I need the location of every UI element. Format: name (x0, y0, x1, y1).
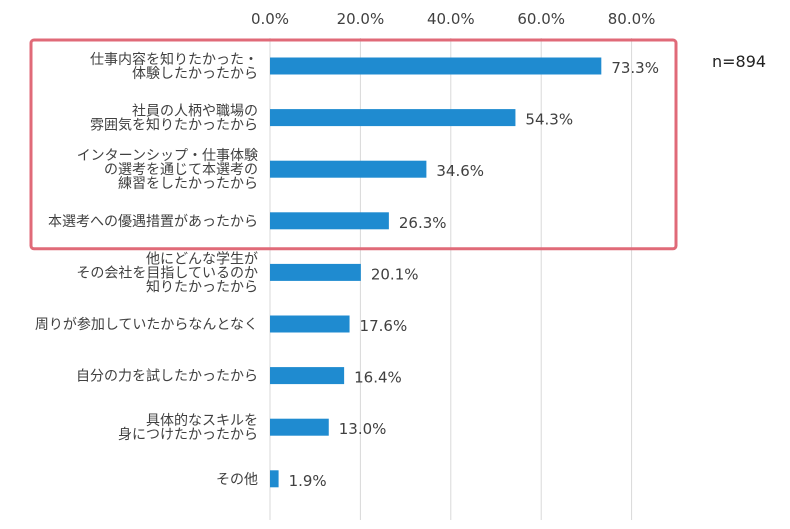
value-label: 17.6% (360, 317, 408, 335)
value-label: 34.6% (436, 162, 484, 180)
category-label: 社員の人柄や職場の雰囲気を知りたかったから (90, 104, 258, 134)
x-tick-label: 20.0% (337, 10, 385, 28)
value-labels: 73.3% 54.3% 34.6% 26.3% 20.1% 17.6% 16.4% 13.0%… (289, 59, 659, 490)
bar (270, 160, 427, 178)
bars (270, 57, 602, 488)
value-label: 54.3% (525, 111, 573, 129)
value-label: 16.4% (354, 369, 402, 387)
value-label: 13.0% (339, 420, 387, 438)
x-axis-tick-labels: 0.0% 20.0% 40.0% 60.0% 80.0% (251, 10, 655, 28)
category-labels: 仕事内容を知りたかった・体験したかったから社員の人柄や職場の雰囲気を知りたかった… (35, 51, 258, 488)
category-label: 自分の力を試したかったから (76, 369, 258, 385)
category-label: 他にどんな学生がその会社を目指しているのか知りたかったから (76, 251, 258, 295)
x-tick-label: 40.0% (427, 10, 475, 28)
category-label: 具体的なスキルを身につけたかったから (118, 413, 258, 443)
category-label: 周りが参加していたからなんとなく (35, 316, 258, 333)
category-label: その他 (216, 472, 258, 488)
bar (270, 109, 516, 127)
bar (270, 367, 345, 385)
bar (270, 315, 350, 333)
value-label: 26.3% (399, 214, 447, 232)
bar (270, 263, 361, 281)
value-label: 73.3% (611, 59, 659, 77)
category-label: インターンシップ・仕事体験の選考を通じて本選考の練習をしたかったから (77, 148, 258, 192)
x-tick-label: 0.0% (251, 10, 289, 28)
bar (270, 470, 279, 488)
value-label: 1.9% (289, 472, 327, 490)
x-tick-label: 80.0% (608, 10, 656, 28)
category-label: 仕事内容を知りたかった・体験したかったから (90, 51, 258, 82)
sample-size-label: n=894 (712, 52, 766, 71)
value-label: 20.1% (371, 265, 419, 283)
x-tick-label: 60.0% (517, 10, 565, 28)
bar (270, 212, 389, 230)
bar (270, 418, 329, 436)
category-label: 本選考への優遇措置があったから (48, 214, 258, 230)
bar (270, 57, 602, 75)
highlight-box (29, 38, 678, 251)
